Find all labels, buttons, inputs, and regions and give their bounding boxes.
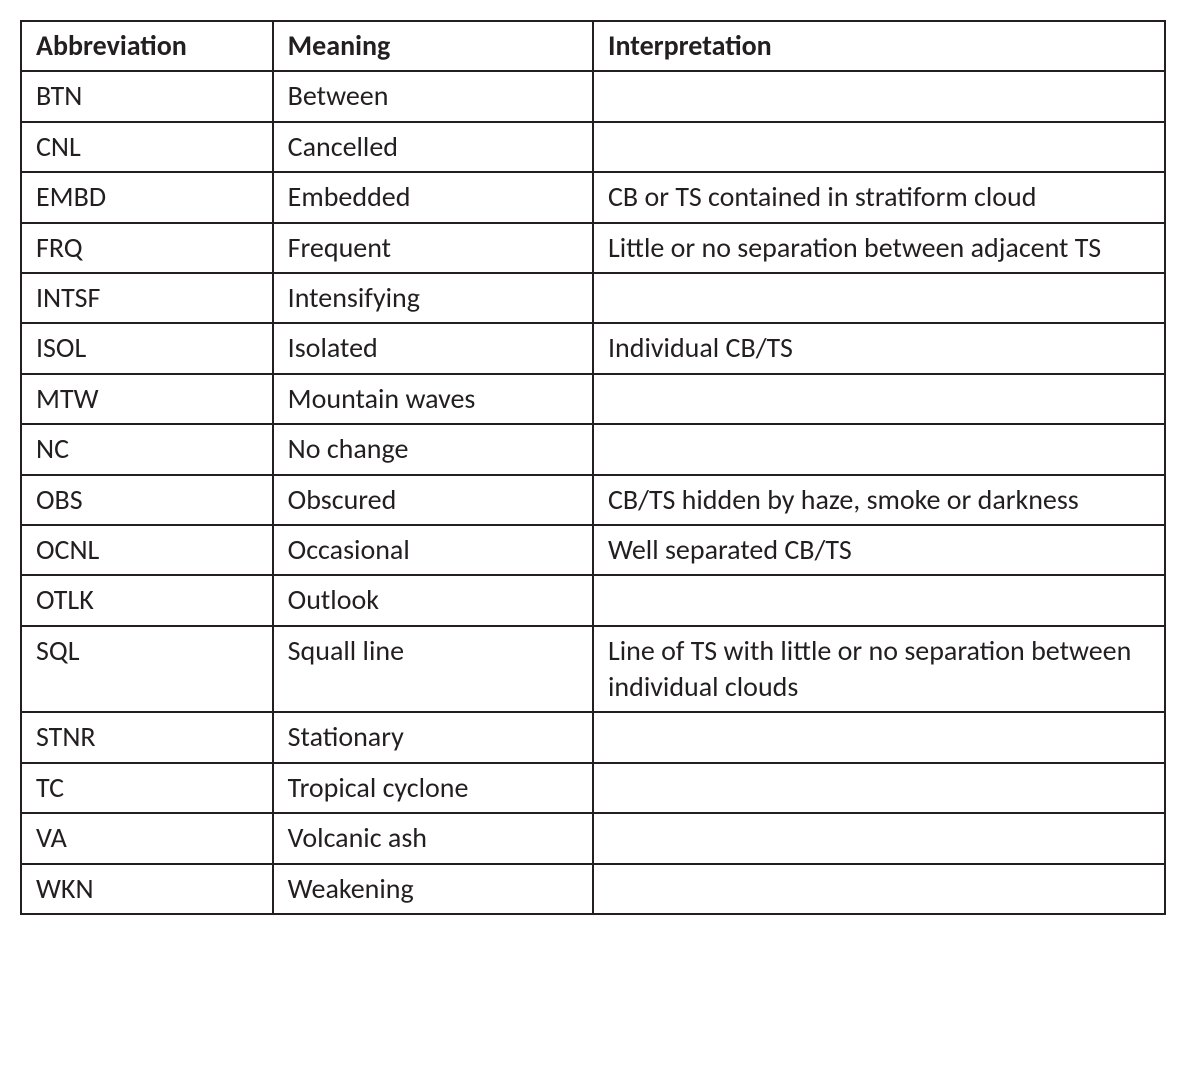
cell-interpretation: [593, 575, 1165, 625]
cell-meaning: Mountain waves: [273, 374, 593, 424]
cell-abbr: STNR: [21, 712, 273, 762]
cell-interpretation: Well separated CB/TS: [593, 525, 1165, 575]
cell-meaning: Embedded: [273, 172, 593, 222]
table-row: BTN Between: [21, 71, 1165, 121]
cell-meaning: Between: [273, 71, 593, 121]
col-header-abbreviation: Abbreviation: [21, 21, 273, 71]
cell-meaning: No change: [273, 424, 593, 474]
cell-abbr: VA: [21, 813, 273, 863]
cell-interpretation: [593, 71, 1165, 121]
cell-abbr: OCNL: [21, 525, 273, 575]
cell-abbr: CNL: [21, 122, 273, 172]
cell-abbr: NC: [21, 424, 273, 474]
table-row: FRQ Frequent Little or no separation bet…: [21, 223, 1165, 273]
table-row: OTLK Outlook: [21, 575, 1165, 625]
table-row: STNR Stationary: [21, 712, 1165, 762]
cell-meaning: Tropical cyclone: [273, 763, 593, 813]
cell-interpretation: Little or no separation between adjacent…: [593, 223, 1165, 273]
table-row: INTSF Intensifying: [21, 273, 1165, 323]
cell-interpretation: Individual CB/TS: [593, 323, 1165, 373]
cell-meaning: Isolated: [273, 323, 593, 373]
cell-interpretation: CB/TS hidden by haze, smoke or darkness: [593, 475, 1165, 525]
table-row: NC No change: [21, 424, 1165, 474]
cell-abbr: SQL: [21, 626, 273, 713]
cell-abbr: EMBD: [21, 172, 273, 222]
cell-abbr: OTLK: [21, 575, 273, 625]
cell-meaning: Occasional: [273, 525, 593, 575]
cell-meaning: Obscured: [273, 475, 593, 525]
cell-interpretation: [593, 424, 1165, 474]
cell-interpretation: [593, 712, 1165, 762]
cell-interpretation: [593, 864, 1165, 914]
cell-meaning: Squall line: [273, 626, 593, 713]
table-row: MTW Mountain waves: [21, 374, 1165, 424]
table-row: EMBD Embedded CB or TS contained in stra…: [21, 172, 1165, 222]
cell-interpretation: [593, 273, 1165, 323]
cell-interpretation: [593, 122, 1165, 172]
cell-meaning: Stationary: [273, 712, 593, 762]
cell-abbr: MTW: [21, 374, 273, 424]
cell-abbr: WKN: [21, 864, 273, 914]
table-row: VA Volcanic ash: [21, 813, 1165, 863]
cell-meaning: Intensifying: [273, 273, 593, 323]
cell-meaning: Weakening: [273, 864, 593, 914]
cell-interpretation: [593, 813, 1165, 863]
cell-abbr: OBS: [21, 475, 273, 525]
table-header-row: Abbreviation Meaning Interpretation: [21, 21, 1165, 71]
table-body: BTN Between CNL Cancelled EMBD Embedded …: [21, 71, 1165, 914]
abbreviations-table: Abbreviation Meaning Interpretation BTN …: [20, 20, 1166, 915]
cell-abbr: TC: [21, 763, 273, 813]
cell-meaning: Frequent: [273, 223, 593, 273]
cell-meaning: Cancelled: [273, 122, 593, 172]
cell-interpretation: [593, 374, 1165, 424]
table-row: CNL Cancelled: [21, 122, 1165, 172]
table-row: ISOL Isolated Individual CB/TS: [21, 323, 1165, 373]
col-header-interpretation: Interpretation: [593, 21, 1165, 71]
table-row: TC Tropical cyclone: [21, 763, 1165, 813]
cell-abbr: BTN: [21, 71, 273, 121]
cell-meaning: Volcanic ash: [273, 813, 593, 863]
cell-abbr: INTSF: [21, 273, 273, 323]
cell-abbr: ISOL: [21, 323, 273, 373]
col-header-meaning: Meaning: [273, 21, 593, 71]
table-row: OBS Obscured CB/TS hidden by haze, smoke…: [21, 475, 1165, 525]
cell-abbr: FRQ: [21, 223, 273, 273]
cell-interpretation: CB or TS contained in stratiform cloud: [593, 172, 1165, 222]
table-row: SQL Squall line Line of TS with little o…: [21, 626, 1165, 713]
cell-interpretation: [593, 763, 1165, 813]
table-row: WKN Weakening: [21, 864, 1165, 914]
cell-interpretation: Line of TS with little or no separation …: [593, 626, 1165, 713]
cell-meaning: Outlook: [273, 575, 593, 625]
table-row: OCNL Occasional Well separated CB/TS: [21, 525, 1165, 575]
